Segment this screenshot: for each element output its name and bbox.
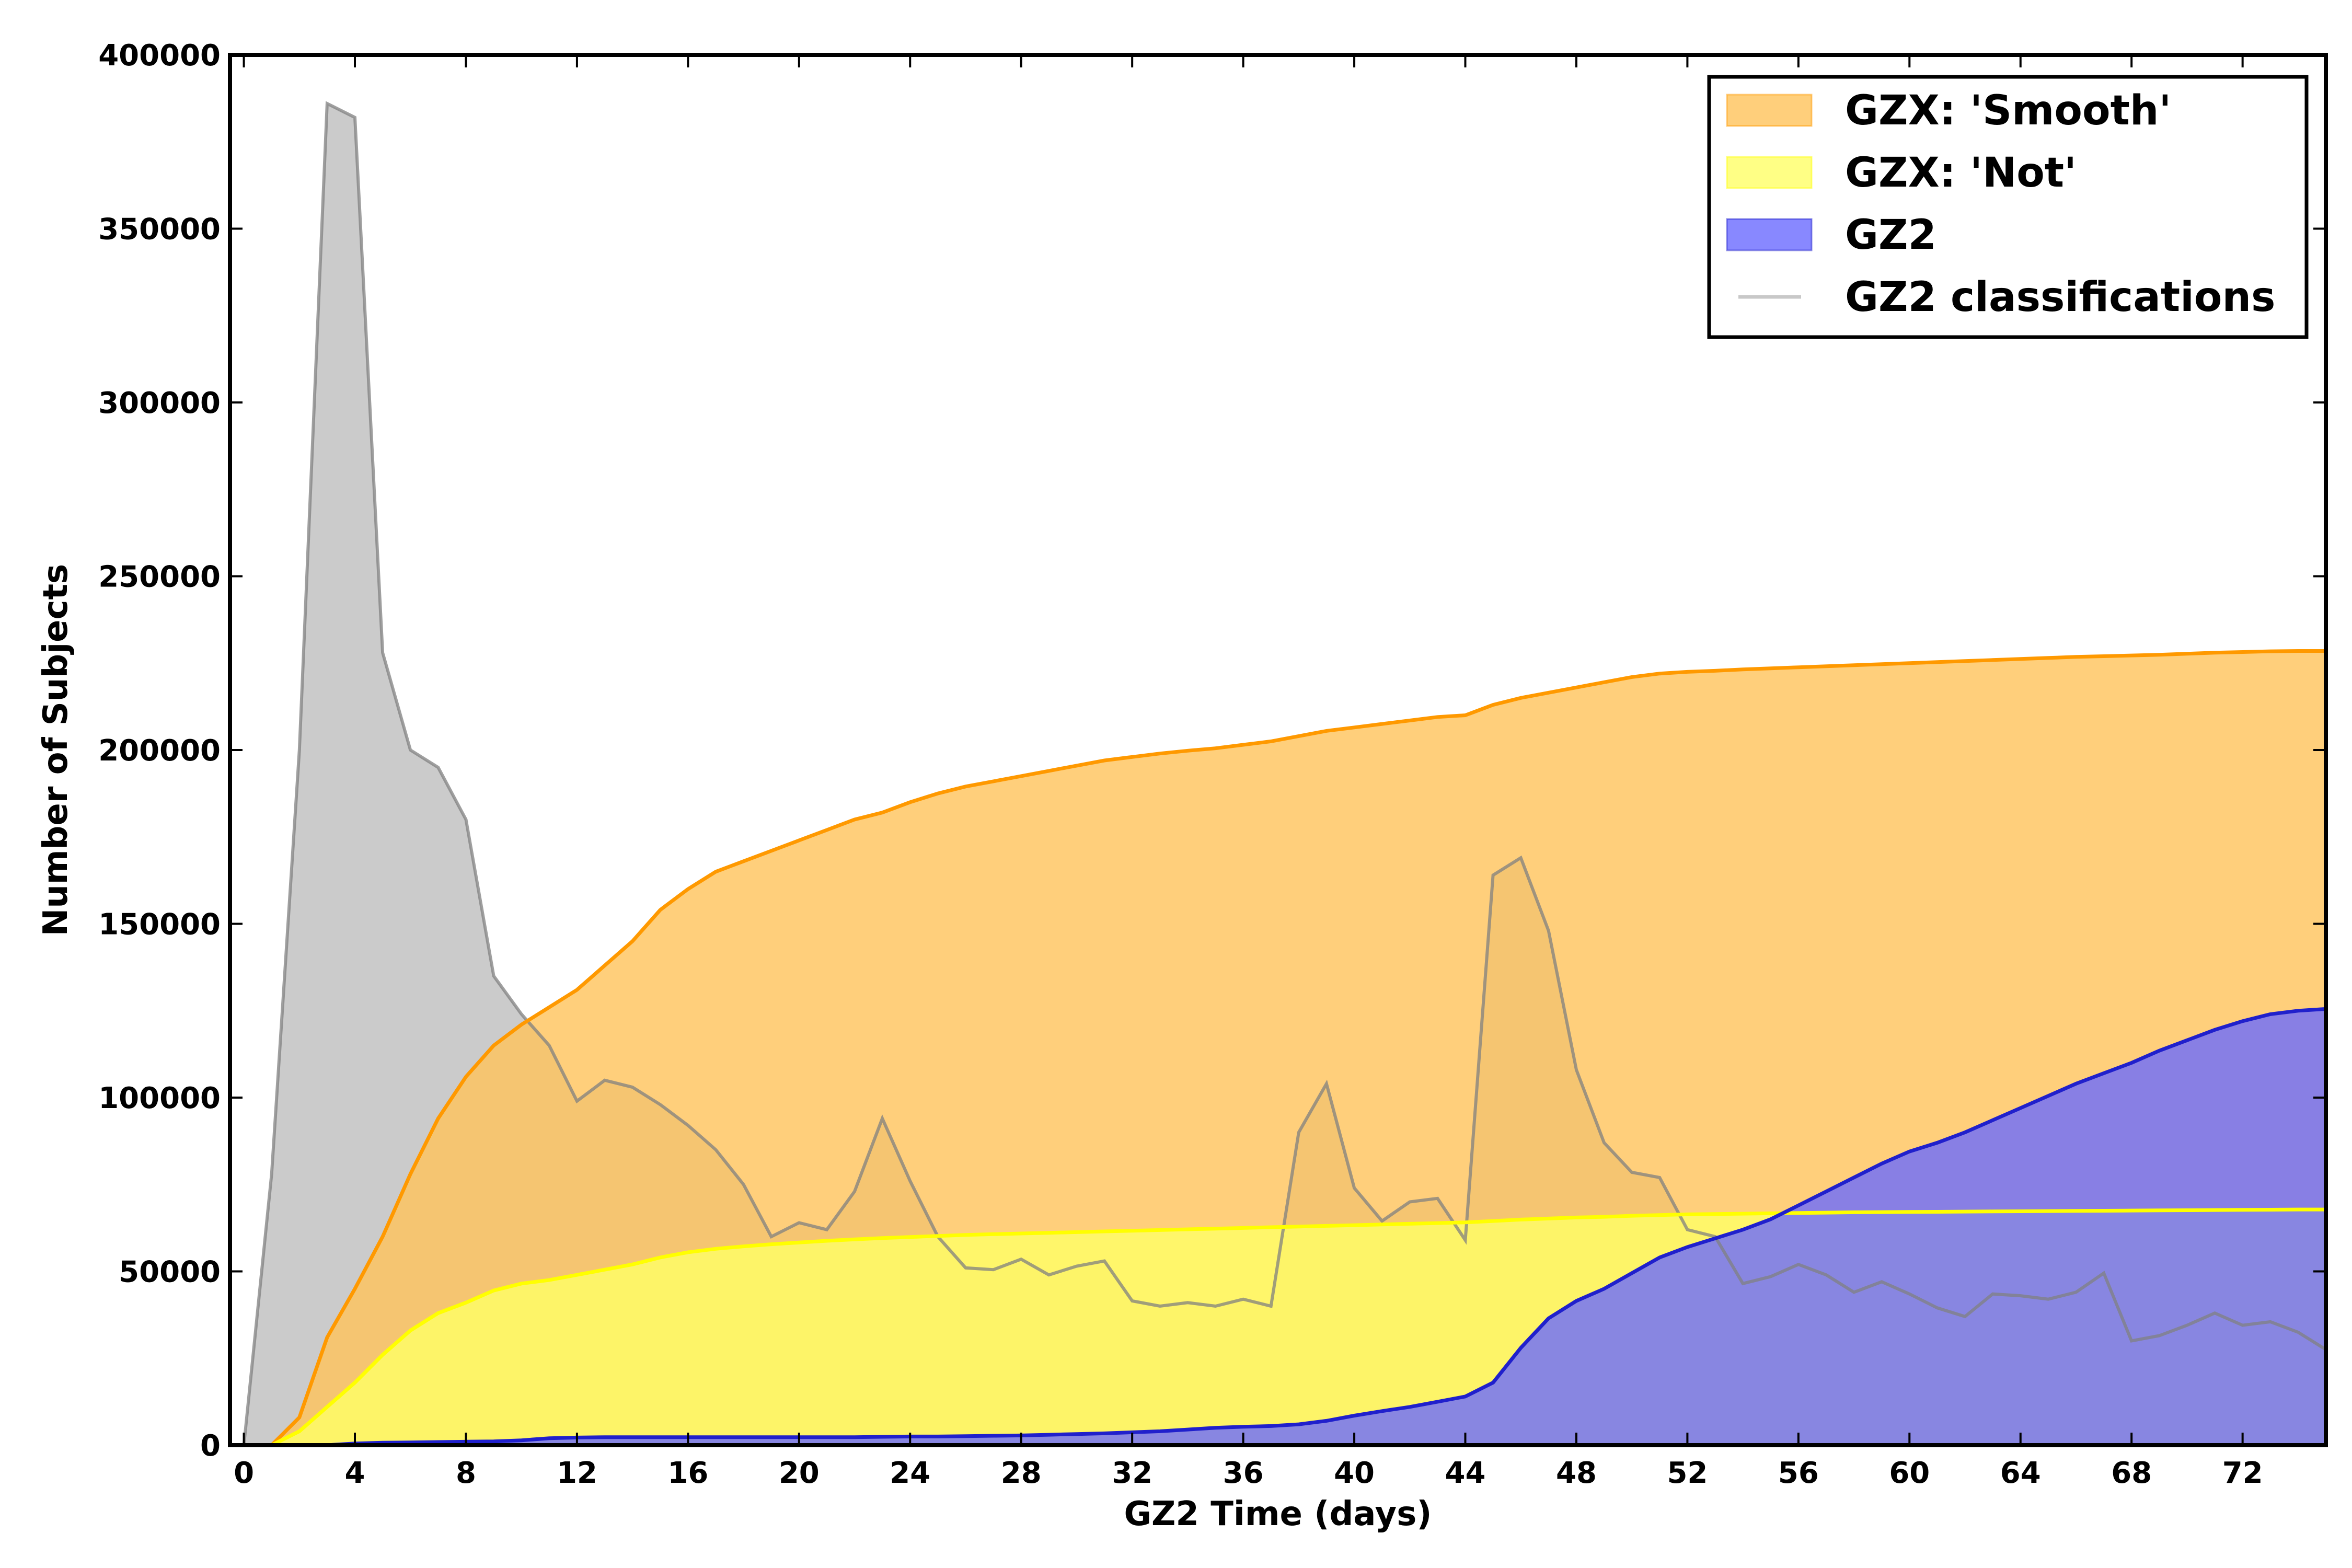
legend-item-gz2: GZ2: [1726, 212, 1936, 259]
x-tick-label: 8: [456, 1456, 476, 1490]
x-tick-label: 60: [1889, 1456, 1930, 1490]
y-tick-label: 0: [200, 1429, 221, 1463]
legend-item-gzx-not: GZX: 'Not': [1726, 149, 2077, 197]
x-tick-label: 12: [557, 1456, 597, 1490]
y-tick-label: 100000: [98, 1081, 221, 1115]
x-axis-ticks: 0 4 8 12 16 20 24 28 32 36 40 44 48 52 56 60 64 68 72: [234, 55, 2263, 1490]
y-axis-title: Number of Subjects: [37, 564, 75, 936]
y-tick-label: 400000: [98, 39, 221, 73]
legend-swatch: [1726, 156, 1813, 189]
y-tick-label: 150000: [98, 908, 221, 942]
x-tick-label: 28: [1001, 1456, 1042, 1490]
x-tick-label: 68: [2111, 1456, 2152, 1490]
x-tick-label: 16: [667, 1456, 708, 1490]
x-tick-label: 24: [890, 1456, 930, 1490]
line-gzx-not: [244, 1207, 2326, 1447]
x-tick-label: 0: [234, 1456, 254, 1490]
x-axis-title: GZ2 Time (days): [1124, 1495, 1432, 1534]
legend: GZX: 'Smooth' GZX: 'Not' GZ2 GZ2 classifica…: [1707, 75, 2309, 339]
legend-label: GZ2 classifications: [1845, 274, 2275, 321]
y-tick-label: 350000: [98, 213, 221, 247]
legend-label: GZ2: [1845, 212, 1936, 259]
x-tick-label: 48: [1556, 1456, 1597, 1490]
x-tick-label: 56: [1778, 1456, 1819, 1490]
x-tick-label: 52: [1667, 1456, 1708, 1490]
y-tick-label: 50000: [119, 1255, 221, 1289]
area-gz2: [244, 1009, 2326, 1445]
legend-swatch: [1726, 94, 1813, 127]
legend-swatch: [1726, 218, 1813, 251]
x-tick-label: 40: [1334, 1456, 1375, 1490]
legend-item-gzx-smooth: GZX: 'Smooth': [1726, 87, 2171, 134]
x-tick-label: 72: [2222, 1456, 2263, 1490]
y-tick-label: 200000: [98, 734, 221, 768]
x-tick-label: 36: [1223, 1456, 1264, 1490]
y-tick-label: 250000: [98, 560, 221, 594]
y-axis-ticks: 0 50000 100000 150000 200000 250000 300000 3500…: [98, 39, 2326, 1463]
legend-items: GZX: 'Smooth' GZX: 'Not' GZ2 GZ2 classifica…: [1726, 87, 2275, 321]
series-lines: [242, 101, 2327, 1447]
x-tick-label: 20: [779, 1456, 820, 1490]
x-tick-label: 4: [345, 1456, 365, 1490]
x-tick-label: 64: [2000, 1456, 2041, 1490]
legend-label: GZX: 'Not': [1845, 149, 2077, 197]
series-areas: [244, 103, 2326, 1445]
legend-item-gz2-classifications: GZ2 classifications: [1738, 274, 2275, 321]
x-tick-label: 44: [1445, 1456, 1486, 1490]
line-gz2: [244, 1007, 2326, 1447]
legend-label: GZX: 'Smooth': [1845, 87, 2171, 134]
line-gz2-classifications: [242, 101, 2327, 1446]
line-gzx-smooth: [244, 649, 2326, 1447]
x-tick-label: 32: [1112, 1456, 1152, 1490]
y-tick-label: 300000: [98, 386, 221, 420]
